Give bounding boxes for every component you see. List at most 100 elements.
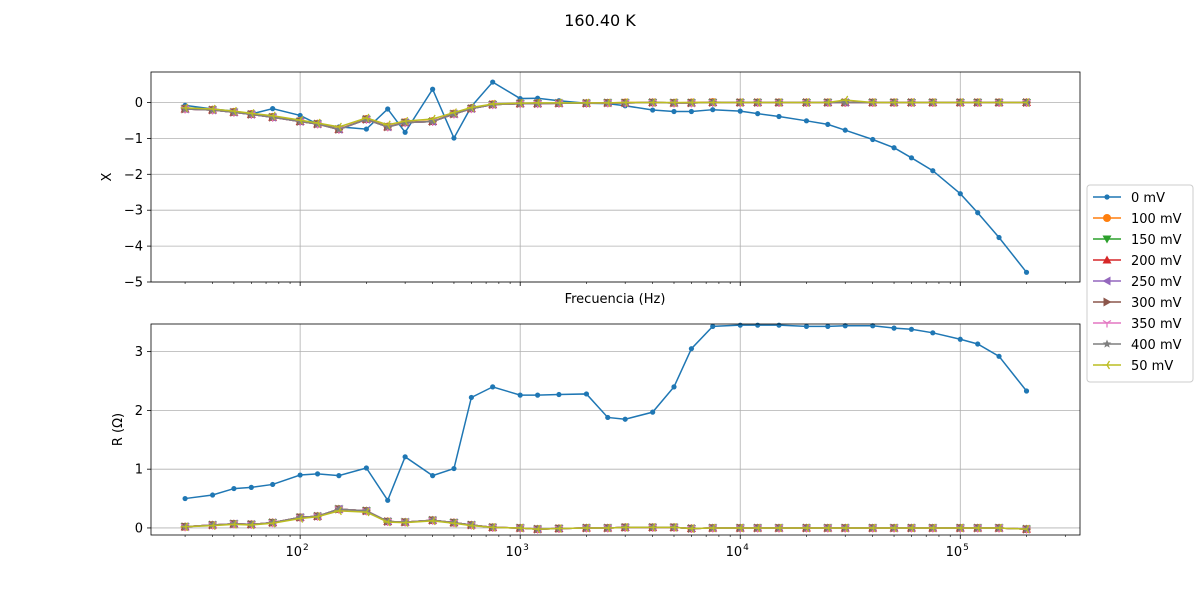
legend-entry: 400 mV (1093, 338, 1182, 353)
data-point (823, 523, 831, 533)
data-point (385, 497, 391, 503)
data-point (868, 98, 876, 107)
data-point (336, 473, 342, 479)
legend-entry: 250 mV (1093, 275, 1182, 290)
data-point (801, 98, 810, 107)
legend-label: 200 mV (1131, 254, 1182, 269)
data-point (774, 98, 783, 107)
y-tick-label: −2 (124, 168, 143, 183)
data-point (180, 103, 189, 113)
data-point (776, 113, 782, 120)
legend-entry: 50 mV (1093, 359, 1173, 374)
data-point (688, 346, 695, 352)
data-point (490, 384, 496, 390)
x-tick-exponent: 3 (523, 543, 529, 553)
data-point (581, 98, 590, 108)
data-point (622, 416, 628, 422)
x-tick-exponent: 5 (963, 543, 969, 553)
legend-entry: 150 mV (1093, 233, 1182, 248)
data-point (229, 520, 237, 529)
data-point (975, 210, 981, 216)
data-point (383, 120, 391, 130)
legend-frame (1086, 184, 1194, 383)
data-point (650, 107, 656, 113)
data-point (753, 523, 761, 533)
data-point (671, 384, 677, 390)
data-point (737, 322, 743, 328)
data-point (930, 330, 936, 336)
data-point (930, 168, 936, 174)
data-point (209, 492, 216, 498)
data-point (928, 523, 936, 533)
data-point (753, 98, 761, 107)
data-point (297, 112, 303, 119)
legend-marker (1103, 214, 1111, 222)
data-point (801, 523, 810, 533)
data-point (402, 129, 408, 135)
data-point (182, 495, 188, 502)
data-point (842, 127, 848, 133)
y-tick-label: −4 (124, 240, 143, 255)
data-point (973, 98, 981, 107)
data-point (735, 98, 744, 107)
data-point (975, 341, 981, 347)
data-point (533, 98, 541, 108)
data-point (908, 326, 915, 332)
data-point (535, 392, 541, 398)
legend-label: 50 mV (1131, 359, 1173, 374)
legend: 0 mV 100 mV 150 mV 200 mV 250 mV 300 mV 350 mV… (1086, 184, 1194, 383)
legend-marker (1102, 319, 1112, 328)
data-point (428, 114, 436, 124)
legend-label: 300 mV (1131, 296, 1182, 311)
data-point (708, 98, 716, 107)
data-point (430, 86, 436, 92)
data-point (996, 353, 1002, 359)
data-point (994, 98, 1003, 107)
data-point (334, 122, 342, 132)
y-tick-label: −5 (124, 276, 143, 291)
plot-frame (150, 71, 1081, 283)
legend-entry: 100 mV (1093, 212, 1182, 227)
data-point (957, 191, 963, 197)
data-point (363, 126, 369, 132)
data-point (620, 523, 629, 532)
data-point (889, 523, 898, 533)
data-point (823, 98, 831, 107)
data-point (603, 523, 611, 533)
data-point (295, 514, 304, 523)
data-point (488, 523, 496, 532)
data-point (737, 108, 743, 114)
data-point (868, 523, 876, 533)
data-point (928, 98, 936, 107)
legend-entry: 350 mV (1093, 317, 1182, 332)
y-axis-label: R (Ω) (111, 413, 126, 446)
data-point (891, 145, 897, 151)
data-point (803, 118, 810, 124)
plot-frame (150, 323, 1081, 536)
data-point (825, 121, 831, 128)
data-point (400, 116, 409, 126)
legend-marker (1104, 194, 1110, 200)
y-tick-label: 0 (135, 521, 143, 536)
data-point (669, 523, 678, 532)
data-point (686, 98, 695, 107)
data-point (515, 98, 524, 108)
series-0-mv (182, 322, 1030, 503)
legend-label: 150 mV (1131, 233, 1182, 248)
data-point (891, 325, 897, 331)
data-point (313, 118, 321, 128)
data-point (870, 323, 876, 329)
legend-marker (1102, 339, 1112, 348)
y-tick-label: 2 (135, 404, 143, 419)
data-point (248, 484, 254, 490)
data-point (973, 523, 981, 533)
data-point (1023, 269, 1030, 275)
data-point (708, 523, 716, 533)
data-point (583, 391, 590, 397)
data-point (554, 98, 562, 108)
data-point (671, 108, 677, 115)
data-point (428, 516, 436, 526)
y-axis-label: X (100, 172, 115, 181)
